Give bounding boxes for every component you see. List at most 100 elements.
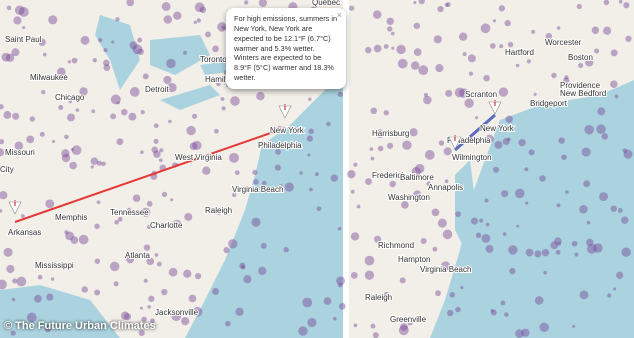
station-dot (26, 312, 37, 323)
marker-pin[interactable] (488, 101, 502, 115)
station-dot (298, 326, 308, 336)
station-dot (502, 232, 507, 236)
station-dot (228, 152, 239, 163)
station-dot (307, 317, 317, 328)
station-dot (0, 139, 5, 145)
station-dot (583, 180, 591, 188)
station-dot (205, 31, 211, 38)
station-dot (44, 325, 52, 333)
station-dot (356, 204, 361, 209)
marker-pin[interactable] (8, 201, 22, 215)
station-dot (618, 0, 623, 4)
station-dot (370, 107, 378, 115)
station-dot (445, 89, 453, 97)
station-dot (258, 266, 267, 276)
station-dot (586, 220, 591, 225)
station-dot (383, 291, 390, 298)
marker-pin[interactable] (278, 105, 292, 119)
station-dot (525, 248, 534, 257)
station-dot (153, 123, 159, 129)
station-dot (147, 305, 151, 309)
station-dot (424, 150, 435, 160)
close-button[interactable]: × (336, 10, 342, 20)
station-dot (493, 166, 500, 173)
station-dot (413, 48, 422, 56)
station-dot (348, 5, 355, 11)
station-dot (11, 297, 16, 302)
station-dot (163, 15, 173, 24)
station-dot (156, 261, 162, 267)
station-dot (37, 274, 43, 280)
station-dot (617, 208, 623, 213)
marker-icon[interactable]: i (284, 103, 286, 112)
place-label: Raleigh (205, 206, 232, 215)
station-dot (243, 0, 249, 5)
station-dot (13, 16, 22, 25)
station-dot (141, 207, 151, 217)
station-dot (364, 270, 375, 280)
place-label: Mississippi (35, 261, 74, 270)
station-dot (67, 60, 72, 64)
station-dot (447, 309, 454, 317)
ocean (185, 70, 345, 338)
marker-icon[interactable]: i (454, 134, 456, 143)
station-dot (480, 23, 491, 34)
station-dot (579, 205, 588, 214)
station-dot (440, 261, 451, 271)
station-dot (170, 198, 174, 202)
station-dot (534, 250, 542, 258)
station-dot (308, 128, 314, 135)
place-label: Jacksonville (155, 308, 199, 317)
station-dot (0, 104, 4, 110)
marker-icon[interactable]: i (494, 99, 496, 108)
station-dot (485, 222, 490, 227)
place-label: Charlotte (150, 221, 183, 230)
station-dot (603, 0, 610, 6)
station-dot (614, 94, 619, 99)
place-label: Boston (568, 53, 593, 62)
station-dot (437, 218, 447, 228)
station-dot (350, 232, 360, 241)
station-dot (350, 189, 355, 194)
station-dot (71, 145, 82, 155)
station-dot (45, 199, 55, 209)
station-dot (137, 48, 144, 56)
station-dot (234, 170, 240, 176)
station-dot (500, 300, 506, 306)
station-dot (91, 109, 96, 114)
station-dot (470, 217, 478, 225)
station-dot (173, 11, 182, 20)
station-dot (444, 179, 449, 184)
station-dot (426, 181, 432, 187)
station-dot (194, 2, 205, 13)
place-label: Raleigh (365, 293, 392, 302)
station-dot (94, 223, 100, 230)
place-label: Toronto (200, 55, 227, 64)
station-dot (161, 191, 168, 198)
station-dot (188, 294, 197, 303)
station-dot (443, 147, 452, 156)
station-dot (109, 261, 120, 272)
station-dot (70, 147, 74, 152)
marker-pin[interactable] (448, 136, 462, 150)
station-dot (64, 230, 69, 235)
station-dot (398, 325, 409, 336)
station-dot (146, 257, 155, 266)
station-dot (492, 19, 496, 23)
place-label: West Virginia (175, 153, 222, 162)
station-dot (531, 29, 536, 34)
station-dot (603, 26, 612, 35)
station-dot (399, 277, 406, 284)
station-dot (120, 311, 130, 320)
station-dot (444, 2, 449, 7)
marker-icon[interactable]: i (14, 199, 16, 208)
station-dot (3, 247, 13, 257)
place-label: Milwaukee (30, 73, 68, 82)
station-dot (508, 245, 518, 255)
lake (95, 15, 140, 90)
station-dot (75, 108, 80, 112)
station-dot (114, 219, 119, 225)
place-label: Hamilton (205, 75, 237, 84)
place-label: Detroit (145, 85, 169, 94)
station-dot (621, 216, 629, 224)
